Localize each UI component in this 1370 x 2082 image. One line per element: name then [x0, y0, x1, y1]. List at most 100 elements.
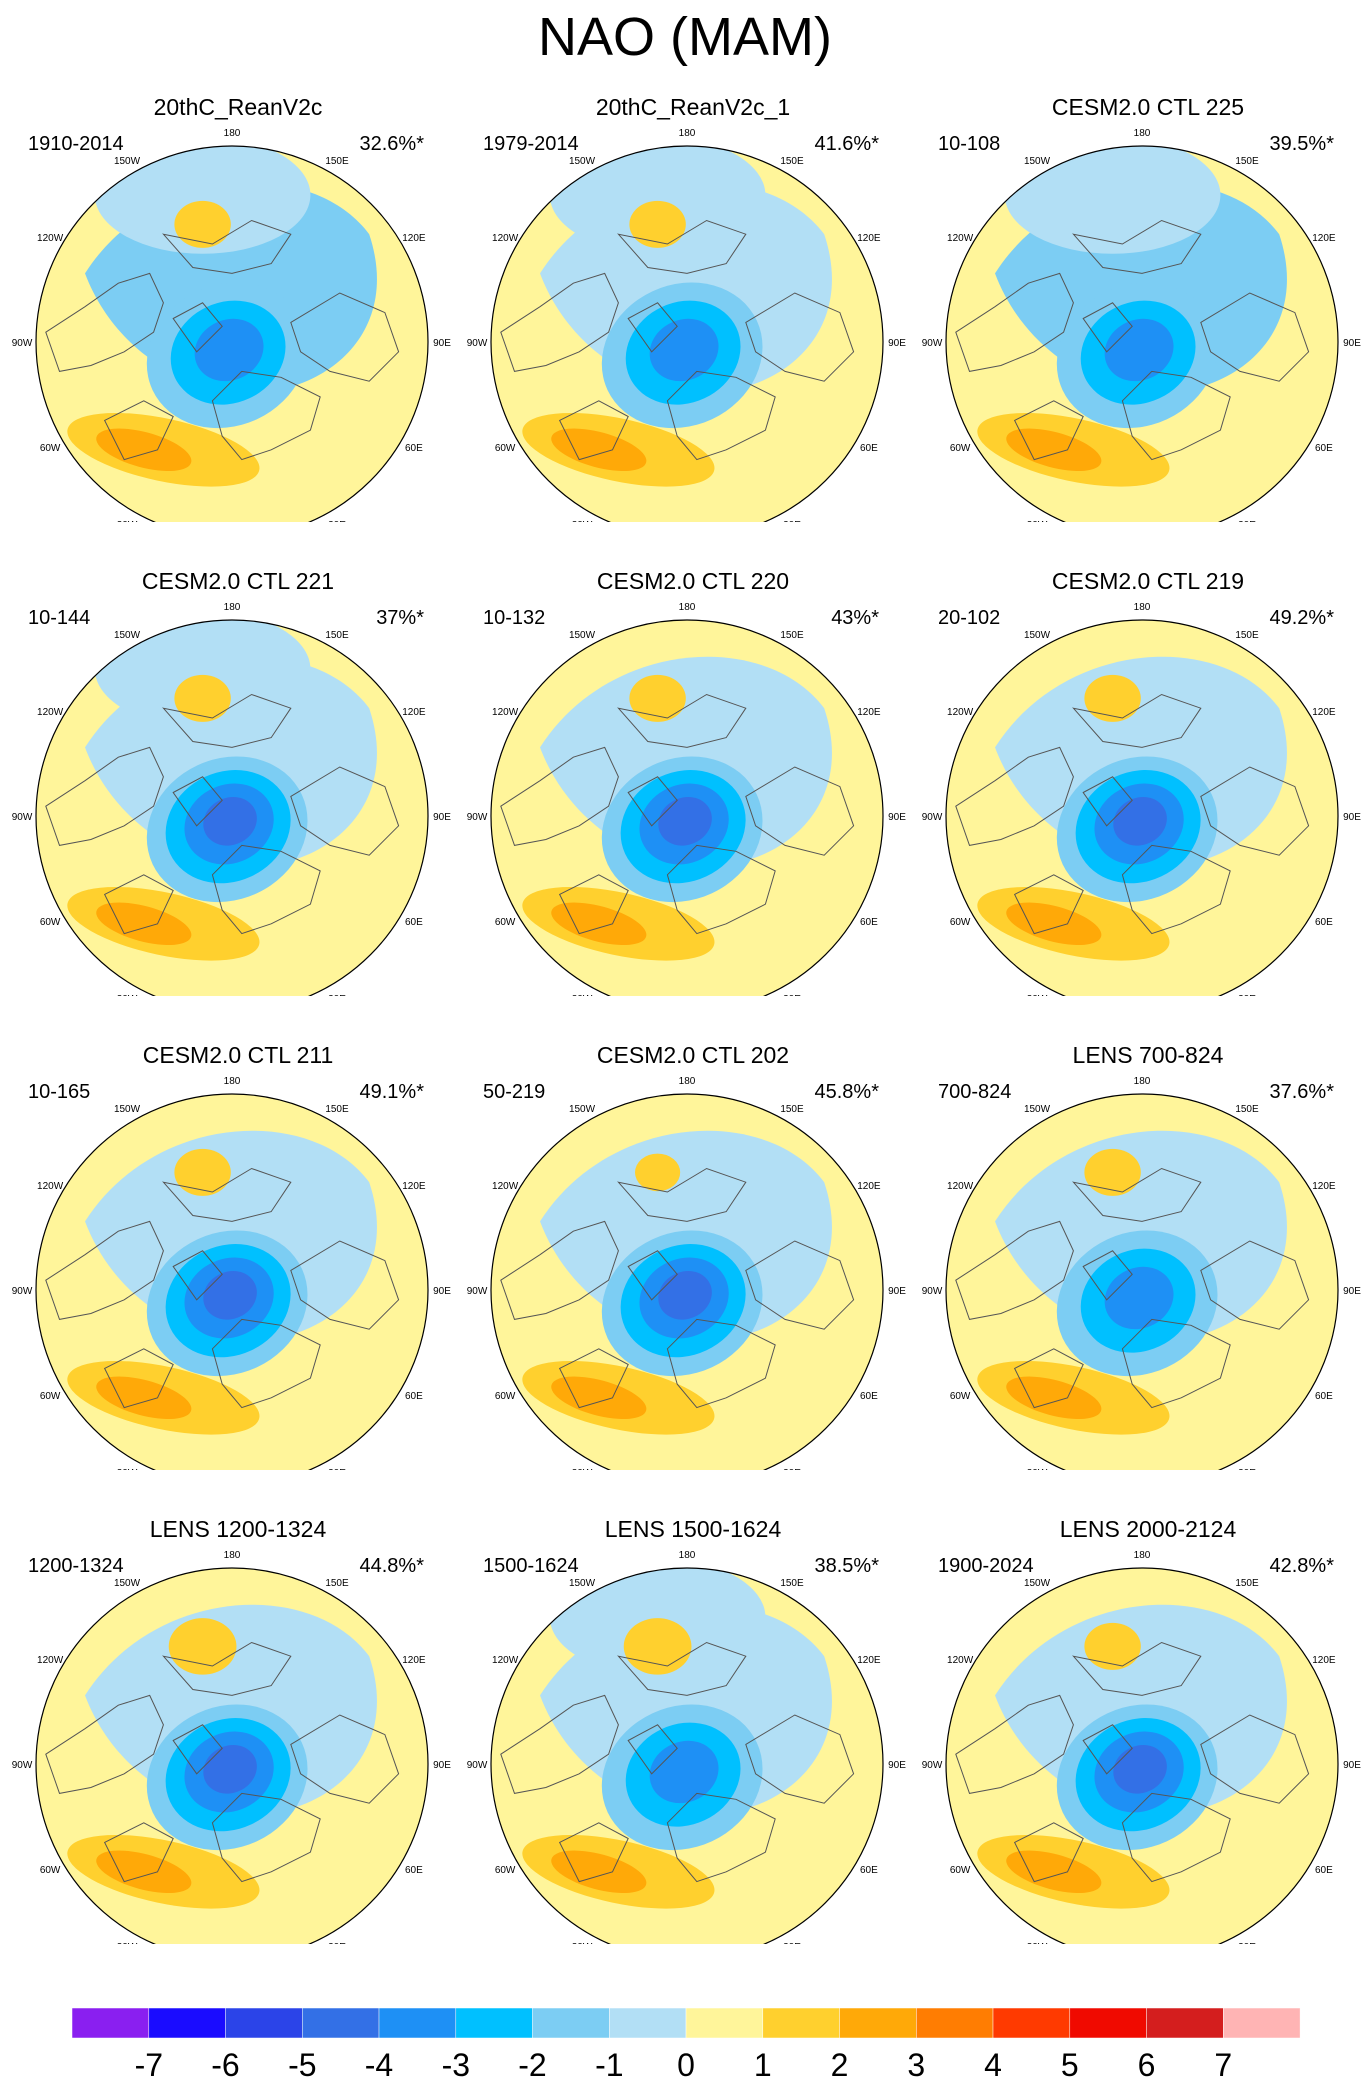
longitude-label: 120E — [857, 1181, 881, 1192]
panel-variance: 37.6%* — [1269, 1081, 1335, 1103]
longitude-label: 180 — [224, 602, 241, 613]
longitude-label: 120E — [1312, 1181, 1336, 1192]
longitude-label: 30E — [328, 994, 346, 996]
longitude-label: 150E — [325, 630, 349, 641]
panel-period: 1500-1624 — [483, 1555, 579, 1577]
coastline — [45, 1694, 164, 1794]
coastline — [103, 400, 174, 461]
coastline — [745, 292, 855, 382]
panel-variance: 37%* — [376, 607, 424, 629]
map-border — [35, 1567, 429, 1944]
coastline — [1121, 370, 1231, 461]
panel-variance: 44.8%* — [359, 1555, 425, 1577]
longitude-label: 30E — [783, 994, 801, 996]
panel-title: CESM2.0 CTL 211 — [142, 1042, 334, 1068]
longitude-label: 90E — [433, 812, 451, 823]
map-border — [490, 619, 884, 996]
colorbar-label: 2 — [831, 2047, 849, 2082]
field-pacific-negative — [549, 1568, 766, 1676]
colorbar-swatch — [1069, 2007, 1147, 2039]
panel-title: CESM2.0 CTL 219 — [1051, 568, 1245, 594]
polar-map: 180150E120E90E60E30E030W60W90W120W150W — [922, 1550, 1361, 1944]
longitude-label: 180 — [679, 1550, 696, 1561]
map-panel: 180150E120E90E60E30E030W60W90W120W150W CE… — [920, 566, 1370, 996]
longitude-label: 30W — [1027, 1942, 1048, 1944]
panel-variance: 45.8%* — [814, 1081, 880, 1103]
coastline — [500, 746, 619, 846]
longitude-label: 120W — [37, 1181, 64, 1192]
panel-title: CESM2.0 CTL 220 — [596, 568, 790, 594]
coastline — [290, 1240, 400, 1330]
coastline — [211, 370, 321, 461]
longitude-label: 90W — [467, 1760, 488, 1771]
longitude-label: 90E — [1343, 1286, 1361, 1297]
coastline — [1082, 776, 1133, 827]
longitude-label: 120E — [857, 233, 881, 244]
colorbar-swatch — [455, 2007, 533, 2039]
colorbar-label: 0 — [677, 2047, 695, 2082]
map-panel: 180150E120E90E60E30E030W60W90W120W150WCE… — [920, 92, 1370, 522]
longitude-label: 150E — [780, 1578, 804, 1589]
field-pacific-high — [629, 200, 686, 248]
longitude-label: 60E — [860, 1865, 878, 1876]
longitude-label: 120E — [402, 707, 426, 718]
coastline — [162, 1167, 292, 1222]
longitude-label: 150E — [1235, 156, 1259, 167]
panel-variance: 38.5%* — [814, 1555, 880, 1577]
field-pacific-high — [1084, 1622, 1141, 1670]
coastline — [1121, 1792, 1231, 1883]
longitude-label: 30E — [1238, 1468, 1256, 1470]
polar-map: 180150E120E90E60E30E030W60W90W120W150W — [922, 602, 1361, 996]
panel-period: 10-132 — [483, 607, 546, 629]
colorbar-label: -5 — [288, 2047, 316, 2082]
colorbar-label: -2 — [518, 2047, 546, 2082]
field-arctic-low — [1104, 318, 1174, 382]
field-arctic-low — [1104, 1266, 1174, 1330]
longitude-label: 150W — [114, 156, 141, 167]
polar-map: 180150E120E90E60E30E030W60W90W120W150W — [12, 602, 451, 996]
longitude-label: 150E — [325, 156, 349, 167]
panel-period: 1200-1324 — [28, 1555, 124, 1577]
longitude-label: 150E — [780, 156, 804, 167]
longitude-label: 120W — [492, 233, 519, 244]
colorbar-swatch — [839, 2007, 917, 2039]
colorbar-label: 6 — [1138, 2047, 1156, 2082]
panel-variance: 49.1%* — [359, 1081, 425, 1103]
field-pacific-high — [635, 1153, 681, 1192]
colorbar: -7 -6 -5 -4 -3 -2 -1 0 1 2 3 4 5 6 7 — [71, 2007, 1301, 2082]
coastline — [627, 1724, 678, 1775]
colorbar-label: -1 — [595, 2047, 623, 2082]
longitude-label: 120E — [402, 1655, 426, 1666]
polar-map: 180150E120E90E60E30E030W60W90W120W150W — [922, 128, 1361, 522]
longitude-label: 60W — [495, 917, 516, 928]
field-atlantic-core — [1006, 428, 1102, 472]
longitude-label: 90E — [888, 338, 906, 349]
polar-map: 180150E120E90E60E30E030W60W90W120W150W — [12, 1550, 451, 1944]
map-panel: 180150E120E90E60E30E030W60W90W120W150W20… — [10, 92, 466, 522]
longitude-label: 90E — [888, 1760, 906, 1771]
coastline — [1013, 874, 1084, 935]
panel-title: LENS 700-824 — [1072, 1042, 1224, 1068]
coastline — [666, 1792, 776, 1883]
colorbar-swatch — [609, 2007, 687, 2039]
longitude-label: 30E — [783, 1942, 801, 1944]
coastline — [1200, 1240, 1310, 1330]
polar-map: 180150E120E90E60E30E030W60W90W120W150W — [467, 128, 906, 522]
longitude-label: 150E — [780, 1104, 804, 1115]
longitude-label: 120W — [947, 1655, 974, 1666]
panel-title: CESM2.0 CTL 202 — [596, 1042, 790, 1068]
longitude-label: 60W — [950, 443, 971, 454]
coastline — [955, 1694, 1074, 1794]
longitude-label: 120E — [857, 1655, 881, 1666]
map-border — [945, 619, 1339, 996]
colorbar-label: -4 — [365, 2047, 393, 2082]
longitude-label: 120W — [492, 1181, 519, 1192]
longitude-label: 120W — [37, 707, 64, 718]
longitude-label: 150W — [114, 630, 141, 641]
coastline — [627, 776, 678, 827]
map-border — [35, 1093, 429, 1470]
longitude-label: 180 — [1134, 1076, 1151, 1087]
longitude-label: 30W — [1027, 1468, 1048, 1470]
longitude-label: 150E — [1235, 1104, 1259, 1115]
coastline — [103, 874, 174, 935]
